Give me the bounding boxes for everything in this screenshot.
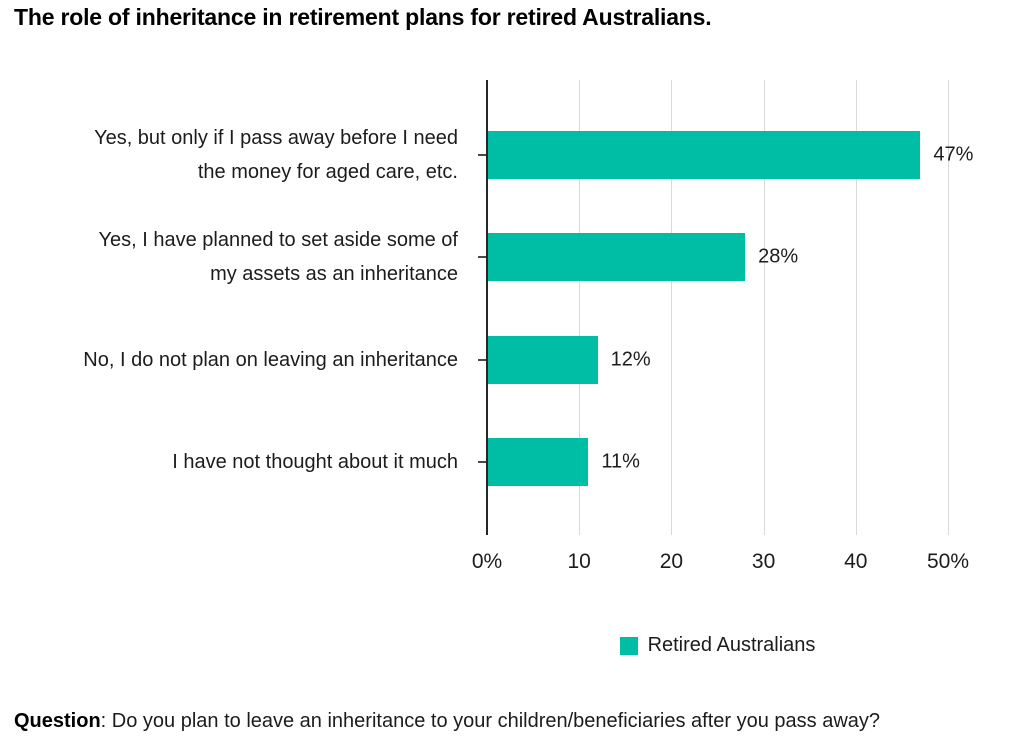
bar (487, 335, 598, 384)
bar (487, 437, 589, 486)
y-axis-tick (478, 460, 487, 463)
bar-value-label: 11% (601, 450, 640, 473)
category-label: Yes, but only if I pass away before I ne… (94, 127, 458, 183)
bar-value-label: 47% (933, 143, 974, 166)
x-tick-label: 30 (751, 550, 776, 573)
y-axis-tick (478, 154, 487, 156)
y-axis-tick (478, 256, 487, 259)
y-axis-tick (478, 358, 487, 361)
x-tick-label: 40 (844, 550, 868, 573)
x-tick-label: 10 (567, 550, 591, 573)
category-axis-labels: Yes, but only if I pass away before I ne… (0, 80, 458, 535)
x-tick-label: 20 (659, 550, 684, 573)
category-label: I have not thought about it much (172, 450, 458, 473)
question-text: Question: Do you plan to leave an inheri… (14, 710, 880, 733)
question-body: : Do you plan to leave an inheritance to… (100, 710, 881, 732)
question-prefix: Question (14, 710, 101, 732)
x-tick-label: 0% (471, 550, 503, 573)
gridline (671, 80, 673, 535)
bar (487, 131, 921, 179)
legend: Retired Australians (487, 634, 948, 657)
gridline (763, 80, 765, 535)
legend-label: Retired Australians (647, 634, 816, 656)
plot-area: 47% 28% 12% 11% (478, 80, 973, 535)
bar-value-label: 28% (758, 245, 799, 268)
category-label: Yes, I have planned to set aside some of… (98, 229, 458, 286)
legend-swatch-retired-australians (619, 636, 638, 655)
gridline (579, 80, 581, 535)
bar (487, 233, 746, 282)
x-tick-label: 50% (926, 550, 970, 573)
x-axis-tick-labels: 0% 10 20 30 40 50% (472, 550, 969, 580)
chart-title: The role of inheritance in retirement pl… (14, 4, 712, 30)
bar-value-label: 12% (610, 348, 651, 371)
gridline (948, 80, 949, 535)
category-label: No, I do not plan on leaving an inherita… (83, 348, 458, 371)
gridline (855, 80, 857, 535)
y-axis-line (486, 80, 488, 535)
